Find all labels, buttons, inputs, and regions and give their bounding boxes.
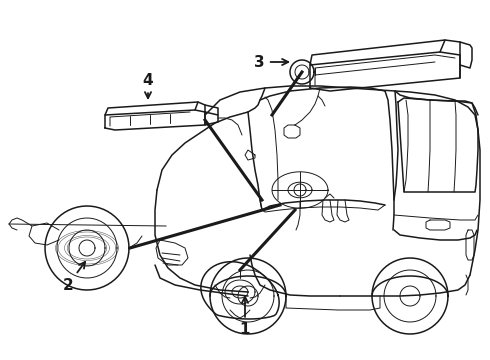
Text: 3: 3 <box>254 54 288 69</box>
Text: 2: 2 <box>63 262 85 292</box>
Text: 1: 1 <box>240 297 250 338</box>
Text: 4: 4 <box>143 72 153 98</box>
